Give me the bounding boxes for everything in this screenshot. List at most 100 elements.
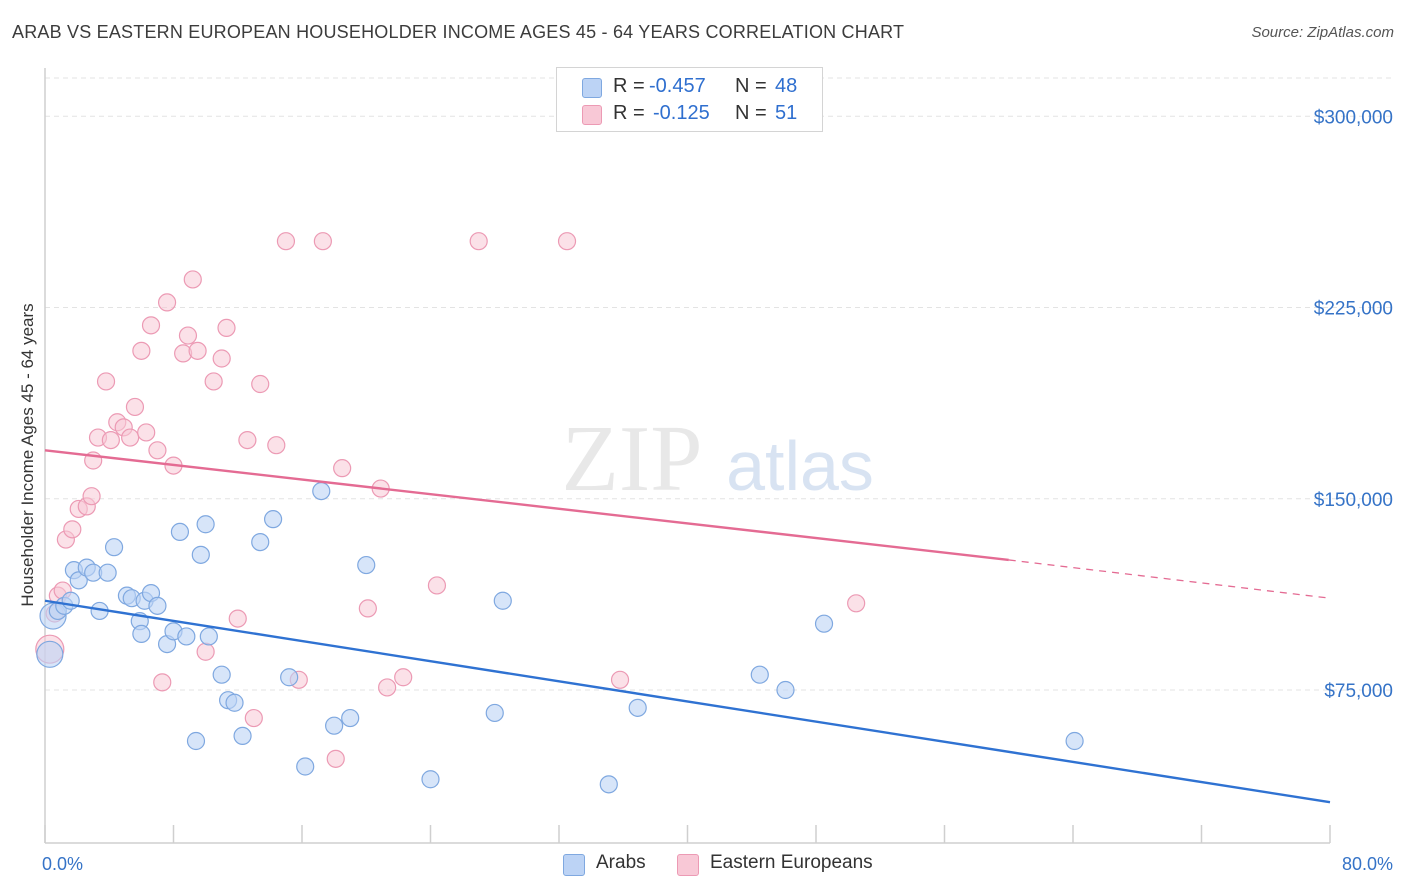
eastern-europeans-point xyxy=(196,642,215,661)
r-label: R = xyxy=(613,75,645,97)
eastern-europeans-point xyxy=(333,459,352,478)
y-tick-label: $75,000 xyxy=(1324,681,1393,702)
chart-title: ARAB VS EASTERN EUROPEAN HOUSEHOLDER INC… xyxy=(12,22,905,42)
arabs-point xyxy=(628,698,647,717)
eastern-europeans-legend-label: Eastern Europeans xyxy=(710,852,873,873)
r-value-arabs: -0.457 xyxy=(649,75,706,97)
arabs-point xyxy=(186,731,206,751)
arabs-point xyxy=(132,624,151,644)
eastern-europeans-point xyxy=(141,316,161,335)
bottom-legend-eastern-europeans: Eastern Europeans xyxy=(677,852,897,878)
arabs-point xyxy=(1065,731,1084,751)
eastern-europeans-point xyxy=(157,293,177,312)
eastern-europeans-point xyxy=(96,372,116,391)
arabs-point xyxy=(225,693,244,712)
eastern-europeans-point xyxy=(313,232,332,251)
eastern-europeans-point xyxy=(228,609,247,628)
arabs-point xyxy=(148,596,167,615)
eastern-europeans-point xyxy=(326,749,345,768)
eastern-europeans-point xyxy=(378,678,397,697)
eastern-europeans-point xyxy=(394,668,413,687)
eastern-europeans-point xyxy=(82,487,101,506)
arabs-legend-swatch xyxy=(563,854,585,876)
arabs-point xyxy=(750,665,769,684)
x-tick-label: 0.0% xyxy=(42,854,83,874)
eastern-europeans-point xyxy=(267,436,286,455)
r-value-eastern-europeans: -0.125 xyxy=(653,102,710,124)
arabs-trend-line xyxy=(44,599,1331,804)
arabs-point xyxy=(357,555,376,575)
arabs-point xyxy=(814,614,834,633)
x-tick-label: 80.0% xyxy=(1342,854,1393,874)
bottom-legend-arabs: Arabs xyxy=(563,852,663,878)
eastern-europeans-swatch xyxy=(582,105,602,125)
eastern-europeans-point xyxy=(610,670,630,689)
axes xyxy=(44,68,1331,844)
eastern-europeans-point xyxy=(847,594,866,613)
eastern-europeans-trend-extension xyxy=(1008,559,1331,599)
eastern-europeans-point xyxy=(148,441,167,460)
eastern-europeans-point xyxy=(101,431,120,450)
grid-lines xyxy=(45,77,1392,691)
arabs-points xyxy=(36,482,1084,794)
eastern-europeans-trend-line xyxy=(44,449,1009,562)
eastern-europeans-point xyxy=(427,576,447,595)
arabs-point xyxy=(485,703,504,723)
eastern-europeans-points xyxy=(35,232,866,768)
arabs-point xyxy=(280,668,299,687)
arabs-point xyxy=(170,522,190,542)
y-tick-label: $300,000 xyxy=(1314,107,1393,128)
tick-labels: $300,000 $225,000 $150,000 $75,000 0.0% 80.0% xyxy=(42,107,1393,874)
eastern-europeans-point xyxy=(121,428,140,447)
arabs-point xyxy=(599,775,618,794)
arabs-point xyxy=(177,627,196,646)
eastern-europeans-point xyxy=(238,431,257,450)
arabs-point xyxy=(251,532,270,552)
eastern-europeans-point xyxy=(63,520,82,539)
eastern-europeans-point xyxy=(217,318,236,337)
eastern-europeans-point xyxy=(137,423,156,442)
r-label: R = xyxy=(613,102,645,124)
eastern-europeans-point xyxy=(188,341,207,360)
arabs-point xyxy=(325,716,344,735)
eastern-europeans-point xyxy=(178,326,198,345)
y-axis-title: Householder Income Ages 45 - 64 years xyxy=(18,303,37,606)
arabs-point xyxy=(196,515,215,534)
legend-row-arabs: R = -0.457 N = 48 xyxy=(557,75,822,101)
arabs-point xyxy=(263,510,283,529)
arabs-point xyxy=(312,482,331,501)
arabs-point xyxy=(233,726,252,746)
arabs-point xyxy=(199,627,218,646)
eastern-europeans-point xyxy=(358,599,377,618)
watermark-zip: ZIP xyxy=(562,407,703,511)
arabs-point xyxy=(191,545,210,564)
arabs-point xyxy=(104,538,124,557)
eastern-europeans-legend-swatch xyxy=(677,854,699,876)
arabs-point xyxy=(493,591,512,610)
eastern-europeans-point xyxy=(251,374,270,394)
arabs-point xyxy=(212,665,231,684)
arabs-point xyxy=(341,708,360,728)
eastern-europeans-point xyxy=(153,673,172,692)
trend-lines xyxy=(44,449,1331,804)
arabs-swatch xyxy=(582,78,602,98)
eastern-europeans-point xyxy=(183,270,202,289)
eastern-europeans-point xyxy=(212,349,231,368)
eastern-europeans-point xyxy=(132,341,151,360)
watermark: ZIP atlas xyxy=(562,407,874,511)
eastern-europeans-point xyxy=(125,397,145,417)
watermark-atlas: atlas xyxy=(726,427,874,505)
eastern-europeans-point xyxy=(469,232,488,251)
n-label: N = xyxy=(735,75,767,97)
eastern-europeans-point xyxy=(204,372,223,391)
arabs-point xyxy=(776,680,795,700)
eastern-europeans-point xyxy=(244,708,263,728)
n-label: N = xyxy=(735,102,767,124)
correlation-legend: R = -0.457 N = 48 R = -0.125 N = 51 xyxy=(556,67,823,132)
n-value-arabs: 48 xyxy=(775,75,798,97)
arabs-point xyxy=(421,770,440,789)
arabs-point xyxy=(36,640,64,668)
legend-row-eastern-europeans: R = -0.125 N = 51 xyxy=(557,102,822,128)
arabs-point xyxy=(296,757,315,776)
